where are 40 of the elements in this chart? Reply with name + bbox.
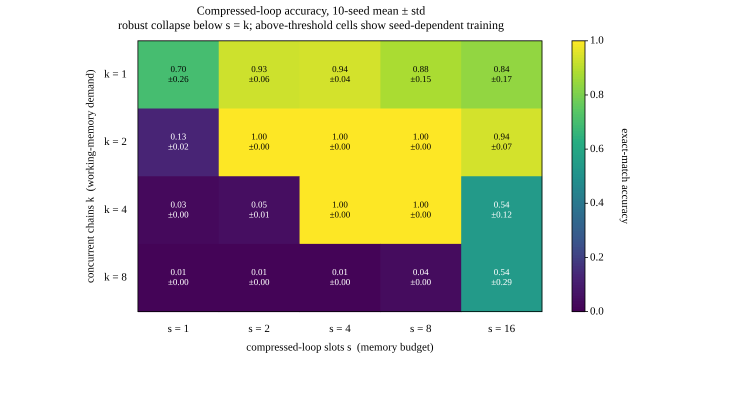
data-label: 0.03 ±0.00 bbox=[168, 199, 190, 220]
data-label: 0.04 ±0.00 bbox=[410, 267, 432, 288]
color-bar-label: 0.8 bbox=[590, 88, 604, 101]
data-label: 0.54 ±0.29 bbox=[491, 267, 512, 288]
data-label: 0.54 ±0.12 bbox=[491, 199, 512, 220]
data-label: 1.00 ±0.00 bbox=[248, 132, 270, 152]
chart-title: Compressed-loop accuracy, 10-seed mean ± std bbox=[196, 3, 426, 18]
color-bar-label: 0.0 bbox=[590, 305, 604, 318]
data-label: 0.01 ±0.00 bbox=[248, 267, 270, 288]
data-label: 1.00 ±0.00 bbox=[330, 199, 351, 220]
color-bar-label: 0.6 bbox=[590, 143, 604, 156]
x-tick-label: s = 2 bbox=[248, 323, 270, 336]
data-label: 0.94 ±0.04 bbox=[330, 64, 351, 84]
data-label: 0.93 ±0.06 bbox=[248, 64, 270, 84]
data-label: 1.00 ±0.00 bbox=[410, 199, 432, 220]
x-tick-label: s = 1 bbox=[168, 323, 190, 336]
color-bar-title: exact-match accuracy bbox=[619, 128, 632, 224]
x-tick-label: s = 8 bbox=[410, 323, 432, 336]
data-label: 1.00 ±0.00 bbox=[330, 132, 351, 152]
y-tick-label: k = 8 bbox=[104, 272, 128, 284]
data-label: 0.13 ±0.02 bbox=[168, 132, 189, 152]
color-bar-label: 0.4 bbox=[590, 197, 604, 210]
x-axis-title: compressed-loop slots s (memory budget) bbox=[246, 341, 434, 354]
color-bar-label: 1.0 bbox=[590, 34, 604, 47]
color-bar-label: 0.2 bbox=[590, 251, 604, 264]
data-label: 0.88 ±0.15 bbox=[410, 64, 432, 84]
data-label: 1.00 ±0.00 bbox=[410, 132, 432, 152]
y-tick-label: k = 4 bbox=[104, 204, 128, 216]
y-axis-title: concurrent chains k (working-memory demand) bbox=[84, 69, 96, 283]
chart-subtitle: robust collapse below s = k; above-threshold cells show seed-dependent training bbox=[118, 18, 504, 32]
x-tick-label: s = 16 bbox=[488, 323, 516, 336]
data-label: 0.05 ±0.01 bbox=[248, 199, 270, 220]
data-label: 0.70 ±0.26 bbox=[168, 64, 190, 84]
x-tick-label: s = 4 bbox=[329, 323, 352, 336]
y-tick-label: k = 1 bbox=[104, 68, 127, 81]
data-label: 0.01 ±0.00 bbox=[330, 267, 351, 288]
data-label: 0.01 ±0.00 bbox=[168, 267, 190, 288]
data-label: 0.94 ±0.07 bbox=[491, 132, 512, 152]
data-label: 0.84 ±0.17 bbox=[491, 64, 512, 84]
y-tick-label: k = 2 bbox=[104, 136, 127, 148]
